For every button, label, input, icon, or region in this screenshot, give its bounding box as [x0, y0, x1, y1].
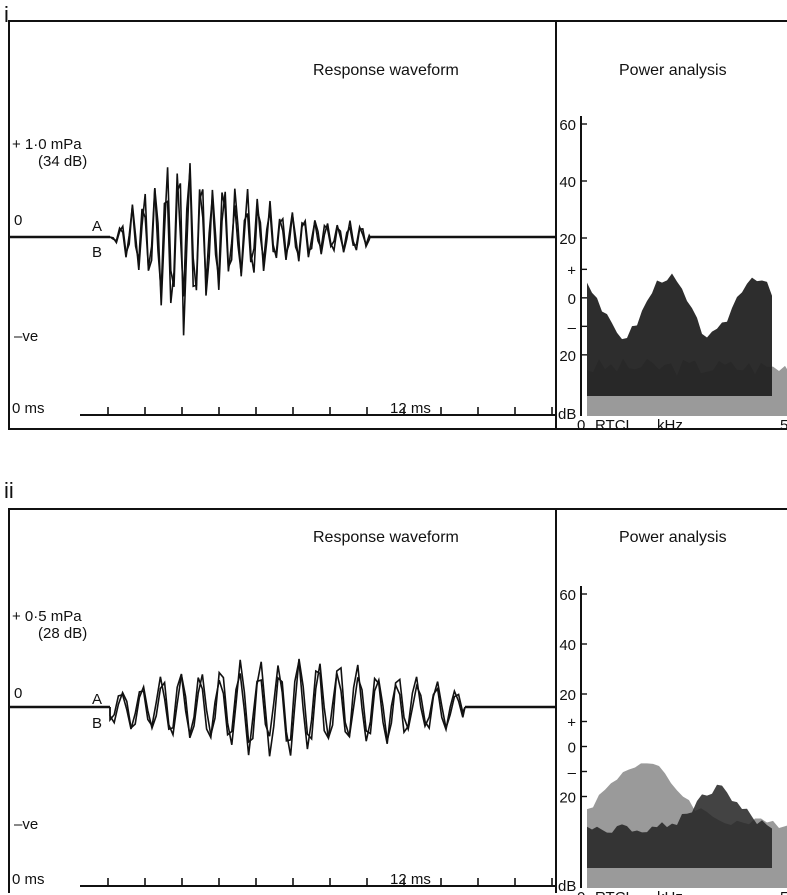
frequency-axis-label: RTCL — [595, 417, 634, 432]
db-tick-label: 20 — [559, 687, 576, 704]
db-tick-label: 20 — [559, 231, 576, 248]
trace-b — [109, 660, 466, 756]
time-end-label: 12 ms — [390, 871, 431, 888]
figure-panel-ii: Response waveform + 0·5 mPa (28 dB) 0 A … — [8, 508, 787, 895]
trace-a-label: A — [92, 691, 103, 708]
db-tick-label: 60 — [559, 117, 576, 134]
db-tick-label: 40 — [559, 174, 576, 191]
frequency-axis-label: 5 — [780, 417, 787, 432]
trace-a — [109, 163, 371, 336]
panel-label-i: i — [4, 2, 9, 27]
panel-label-ii: ii — [4, 478, 14, 503]
frequency-axis-label: kHz — [657, 417, 683, 432]
db-tick-label: + — [567, 715, 576, 732]
zero-label: 0 — [14, 685, 23, 702]
db-tick-label: 0 — [568, 291, 576, 308]
frequency-axis-label: RTCL — [595, 889, 634, 895]
db-tick-label: – — [568, 319, 577, 336]
frequency-axis-label: kHz — [657, 889, 683, 895]
db-tick-label: 40 — [559, 637, 576, 654]
response-spectrum — [587, 784, 772, 868]
time-end-label: 12 ms — [390, 400, 431, 417]
trace-a — [109, 658, 466, 757]
panel-divider — [555, 510, 557, 893]
figure-panel-i: Response waveform + 1·0 mPa (34 dB) 0 A … — [8, 20, 787, 432]
db-tick-label: 20 — [559, 348, 576, 365]
db-tick-label: – — [568, 765, 577, 782]
db-tick-label: + — [567, 262, 576, 279]
trace-b — [109, 169, 371, 304]
amplitude-label: + 0·5 mPa — [12, 608, 82, 625]
amplitude-db-label: (34 dB) — [38, 153, 88, 170]
db-unit-label: dB — [558, 406, 576, 423]
amplitude-db-label: (28 dB) — [38, 625, 88, 642]
trace-a-label: A — [92, 218, 103, 235]
power-title: Power analysis — [619, 529, 727, 546]
frequency-axis-label: 0 — [577, 889, 585, 895]
zero-label: 0 — [14, 212, 23, 229]
power-title: Power analysis — [619, 62, 727, 79]
negative-label: –ve — [14, 328, 39, 345]
frequency-axis-label: 5 — [780, 889, 787, 895]
response-waveform-area: Response waveform + 1·0 mPa (34 dB) 0 A … — [10, 22, 555, 428]
panel-divider — [555, 22, 557, 428]
time-start-label: 0 ms — [12, 400, 45, 417]
response-spectrum — [587, 273, 772, 396]
amplitude-label: + 1·0 mPa — [12, 136, 82, 153]
trace-b-label: B — [92, 715, 103, 732]
negative-label: –ve — [14, 816, 39, 833]
waveform-title: Response waveform — [313, 62, 459, 79]
trace-b-label: B — [92, 244, 103, 261]
response-waveform-plot — [10, 658, 555, 887]
db-tick-label: 0 — [568, 740, 576, 757]
db-tick-label: 20 — [559, 790, 576, 807]
db-unit-label: dB — [558, 878, 576, 895]
time-start-label: 0 ms — [12, 871, 45, 888]
response-waveform-area: Response waveform + 0·5 mPa (28 dB) 0 A … — [10, 510, 555, 893]
waveform-title: Response waveform — [313, 529, 459, 546]
db-tick-label: 60 — [559, 587, 576, 604]
frequency-axis-label: 0 — [577, 417, 585, 432]
response-waveform-plot — [10, 163, 555, 416]
